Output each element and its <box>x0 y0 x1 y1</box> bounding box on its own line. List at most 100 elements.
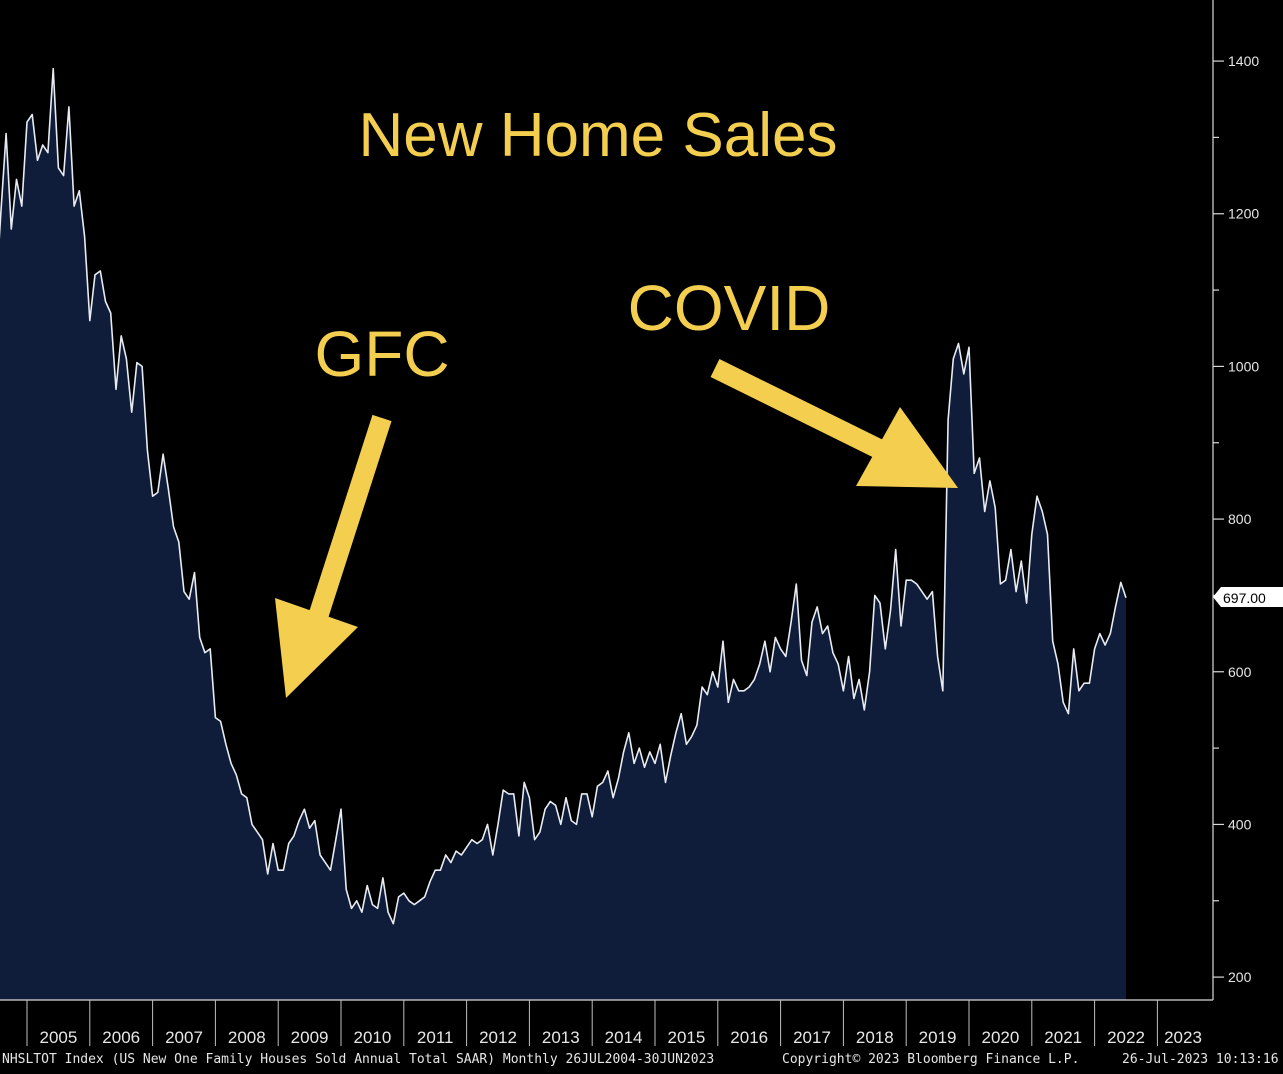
data-point <box>1000 583 1002 585</box>
last-value-badge: 697.00 <box>1213 587 1283 607</box>
data-point <box>544 808 546 810</box>
data-point <box>351 908 353 910</box>
data-point <box>492 854 494 856</box>
data-point <box>864 709 866 711</box>
y-tick-label: 1400 <box>1228 53 1259 69</box>
data-point <box>576 824 578 826</box>
data-point <box>916 583 918 585</box>
annotation-title: New Home Sales <box>359 101 838 170</box>
data-point <box>691 736 693 738</box>
data-point <box>497 824 499 826</box>
data-point <box>100 270 102 272</box>
data-point <box>215 717 217 719</box>
series-line <box>0 67 1127 925</box>
data-point <box>429 881 431 883</box>
data-point <box>811 621 813 623</box>
data-point <box>309 827 311 829</box>
data-point <box>1094 648 1096 650</box>
x-tick-label: 2019 <box>919 1028 957 1047</box>
x-tick-label: 2016 <box>730 1028 768 1047</box>
data-point <box>131 411 133 413</box>
data-point <box>539 831 541 833</box>
data-point <box>801 660 803 662</box>
series-area <box>0 68 1126 1000</box>
data-point <box>168 488 170 490</box>
footer-timestamp: 26-Jul-2023 10:13:16 <box>1122 1052 1279 1067</box>
data-point <box>1052 640 1054 642</box>
data-point <box>973 473 975 475</box>
y-tick-label: 600 <box>1228 664 1252 680</box>
data-point <box>822 633 824 635</box>
data-point <box>754 679 756 681</box>
y-tick-label: 1000 <box>1228 358 1259 374</box>
data-point <box>618 778 620 780</box>
data-point <box>550 801 552 803</box>
covid-arrow <box>710 359 958 488</box>
data-point <box>246 797 248 799</box>
data-point <box>89 320 91 322</box>
footer-copyright: Copyright© 2023 Bloomberg Finance L.P. <box>782 1052 1080 1067</box>
data-point <box>984 511 986 513</box>
data-point <box>518 835 520 837</box>
data-point <box>565 797 567 799</box>
data-point <box>283 869 285 871</box>
data-point <box>424 896 426 898</box>
data-point <box>816 606 818 608</box>
data-point <box>1021 560 1023 562</box>
data-point <box>319 854 321 856</box>
data-point <box>1068 713 1070 715</box>
data-point <box>382 877 384 879</box>
data-point <box>5 133 7 135</box>
data-point <box>649 751 651 753</box>
data-point <box>471 839 473 841</box>
data-point <box>529 797 531 799</box>
data-point <box>0 213 2 215</box>
data-point <box>1015 591 1017 593</box>
data-point <box>764 640 766 642</box>
data-point <box>843 690 845 692</box>
data-point <box>225 744 227 746</box>
footer: NHSLTOT Index (US New One Family Houses … <box>0 1048 1283 1074</box>
data-point <box>628 732 630 734</box>
data-point <box>94 274 96 276</box>
data-point <box>476 843 478 845</box>
data-point <box>1062 702 1064 704</box>
data-point <box>712 671 714 673</box>
data-point <box>482 839 484 841</box>
data-point <box>707 694 709 696</box>
data-point <box>345 889 347 891</box>
data-point <box>502 789 504 791</box>
data-point <box>126 358 128 360</box>
data-point <box>1031 534 1033 536</box>
data-point <box>26 121 28 123</box>
annotation-gfc: GFC <box>314 318 449 390</box>
data-point <box>157 492 159 494</box>
x-axis-ticks: 2005 2006 2007 2008 2009 2010 2011 2012 2013 2014… <box>26 1000 1202 1047</box>
x-tick-label: 2020 <box>981 1028 1019 1047</box>
data-point <box>942 690 944 692</box>
data-point <box>398 896 400 898</box>
data-point <box>1073 648 1075 650</box>
data-point <box>597 786 599 788</box>
data-point <box>73 205 75 207</box>
y-tick-label: 1200 <box>1228 206 1259 222</box>
data-point <box>419 900 421 902</box>
x-tick-label: 2021 <box>1044 1028 1082 1047</box>
data-point <box>717 686 719 688</box>
data-point <box>1115 606 1117 608</box>
data-point <box>47 152 49 154</box>
data-point <box>591 816 593 818</box>
data-point <box>194 572 196 574</box>
data-point <box>513 793 515 795</box>
data-point <box>722 640 724 642</box>
data-point <box>1005 579 1007 581</box>
data-point <box>963 373 965 375</box>
data-point <box>110 312 112 314</box>
data-point <box>173 526 175 528</box>
data-point <box>953 358 955 360</box>
x-tick-label: 2022 <box>1107 1028 1145 1047</box>
data-point <box>79 190 81 192</box>
data-point <box>555 805 557 807</box>
data-point <box>874 595 876 597</box>
data-point <box>220 721 222 723</box>
